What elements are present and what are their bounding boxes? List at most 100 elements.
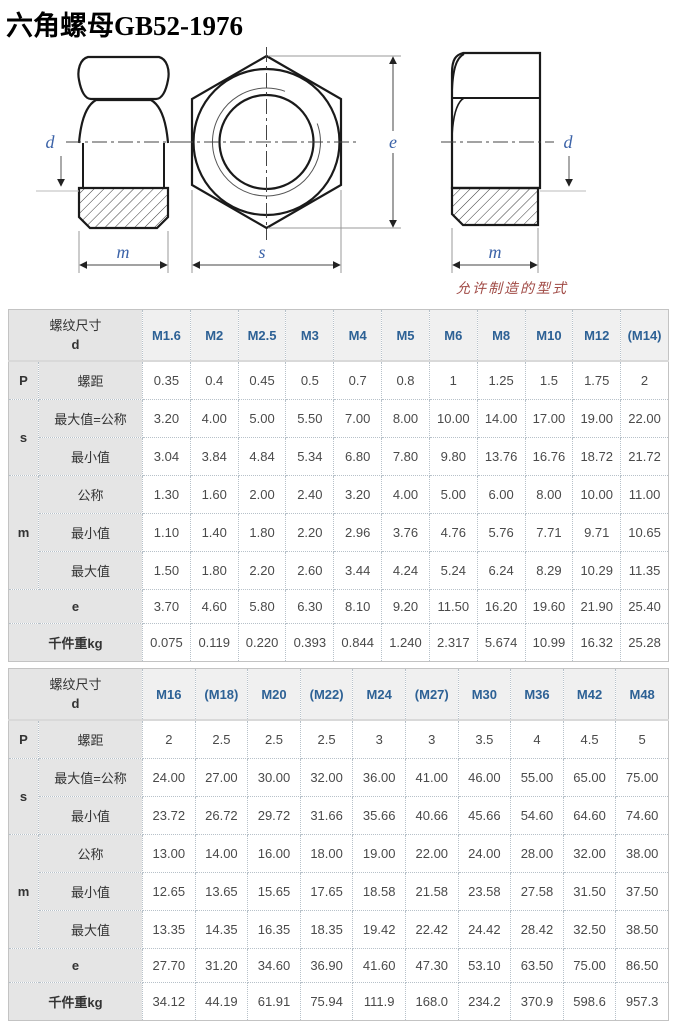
spec-value-cell: 13.00 <box>142 834 196 873</box>
row-label: 最大值=公称 <box>37 399 144 438</box>
spec-value-cell: 23.72 <box>142 796 196 835</box>
spec-value-cell: 2.5 <box>299 719 354 759</box>
spec-value-cell: 0.4 <box>189 360 239 400</box>
spec-value-cell: 32.50 <box>562 910 617 949</box>
spec-page: 六角螺母GB52-1976 <box>0 4 680 1021</box>
spec-value-cell: 1.75 <box>572 360 622 400</box>
row-label: 最小值 <box>37 437 144 476</box>
dim-label-m-left: m <box>117 242 130 262</box>
front-view-drawing: s e <box>178 47 401 273</box>
spec-value-cell: 111.9 <box>352 982 406 1021</box>
section-hatch-left <box>77 186 170 230</box>
spec-value-cell: 19.42 <box>352 910 406 949</box>
spec-value-cell: 9.71 <box>572 513 622 552</box>
spec-value-cell: 54.60 <box>510 796 564 835</box>
spec-value-cell: 10.00 <box>428 399 478 438</box>
table-row: e 27.70 31.20 34.60 36.90 41.60 47.30 53.10 63.5… <box>7 948 669 983</box>
spec-value-cell: 9.80 <box>428 437 478 476</box>
spec-value-cell: 29.72 <box>247 796 301 835</box>
header-row: 螺纹尺寸 d M16 (M18) M20 (M22) M24 (M27) M30 M36 M42 M4… <box>7 668 669 721</box>
spec-value-cell: 1 <box>428 360 478 400</box>
spec-value-cell: 5.50 <box>285 399 335 438</box>
spec-table-small-sizes: 螺纹尺寸 d M1.6 M2 M2.5 M3 M4 M5 M6 M8 M10 M12 (M14) P 螺距 0… <box>7 309 669 662</box>
spec-value-cell: 46.00 <box>457 758 512 797</box>
spec-value-cell: 6.30 <box>285 589 335 624</box>
nut-drawing-svg: d m s <box>36 47 586 297</box>
spec-value-cell: 19.60 <box>524 589 574 624</box>
spec-value-cell: 5.674 <box>476 623 526 662</box>
column-header: M8 <box>476 309 526 362</box>
spec-value-cell: 3.84 <box>189 437 239 476</box>
spec-value-cell: 1.30 <box>142 475 191 514</box>
row-label: 最小值 <box>37 796 144 835</box>
column-header: M2 <box>189 309 239 362</box>
spec-value-cell: 168.0 <box>404 982 459 1021</box>
spec-value-cell: 3.70 <box>142 589 191 624</box>
spec-value-cell: 31.66 <box>299 796 354 835</box>
spec-value-cell: 31.50 <box>562 872 617 911</box>
row-label: 螺距 <box>37 360 144 400</box>
dim-label-m-right: m <box>489 242 502 262</box>
spec-value-cell: 2.5 <box>194 719 249 759</box>
spec-value-cell: 14.00 <box>194 834 249 873</box>
column-header: M5 <box>381 309 430 362</box>
spec-value-cell: 18.72 <box>572 437 622 476</box>
spec-value-cell: 8.29 <box>524 551 574 590</box>
page-title: 六角螺母GB52-1976 <box>6 11 244 41</box>
spec-value-cell: 86.50 <box>615 948 669 983</box>
spec-value-cell: 7.71 <box>524 513 574 552</box>
spec-value-cell: 75.94 <box>299 982 354 1021</box>
spec-value-cell: 41.00 <box>404 758 459 797</box>
technical-drawing: d m s <box>0 45 680 303</box>
table-row: m 公称 13.00 14.00 16.00 18.00 19.00 22.00 24.00 28… <box>8 834 669 949</box>
nut-crown-outline <box>77 55 170 101</box>
spec-value-cell: 10.00 <box>572 475 622 514</box>
spec-value-cell: 24.42 <box>457 910 512 949</box>
row-group-label: P <box>8 719 39 759</box>
spec-value-cell: 2.20 <box>237 551 287 590</box>
spec-value-cell: 2.00 <box>237 475 287 514</box>
spec-value-cell: 34.12 <box>142 982 196 1021</box>
spec-value-cell: 16.20 <box>476 589 526 624</box>
spec-value-cell: 16.35 <box>247 910 301 949</box>
spec-value-cell: 0.393 <box>285 623 335 662</box>
spec-table-large-sizes: 螺纹尺寸 d M16 (M18) M20 (M22) M24 (M27) M30 M36 M42 M4… <box>7 668 669 1021</box>
spec-value-cell: 0.7 <box>333 360 383 400</box>
spec-value-cell: 64.60 <box>562 796 617 835</box>
spec-value-cell: 16.76 <box>524 437 574 476</box>
thread-size-corner-header: 螺纹尺寸 d <box>7 668 144 721</box>
spec-value-cell: 16.00 <box>247 834 301 873</box>
table-row: 最小值 1.10 1.40 1.80 2.20 2.96 3.76 4.76 5.76 7.71 9… <box>9 513 669 552</box>
spec-value-cell: 13.76 <box>476 437 526 476</box>
table-row: P 螺距 2 2.5 2.5 2.5 3 3 3.5 4 4.5 5 <box>8 719 669 759</box>
spec-value-cell: 9.20 <box>381 589 430 624</box>
table-row: 最小值 12.65 13.65 15.65 17.65 18.58 21.58 23.58 27… <box>9 872 669 911</box>
column-header: M1.6 <box>142 309 191 362</box>
spec-value-cell: 10.29 <box>572 551 622 590</box>
spec-value-cell: 4.84 <box>237 437 287 476</box>
nut-chamfer-curves <box>77 98 170 144</box>
spec-value-cell: 18.58 <box>352 872 406 911</box>
spec-value-cell: 8.00 <box>524 475 574 514</box>
spec-value-cell: 11.00 <box>620 475 669 514</box>
spec-value-cell: 11.50 <box>428 589 478 624</box>
spec-value-cell: 19.00 <box>572 399 622 438</box>
alt-nut-outline <box>450 51 542 190</box>
spec-value-cell: 1.60 <box>189 475 239 514</box>
spec-value-cell: 1.240 <box>381 623 430 662</box>
spec-value-cell: 15.65 <box>247 872 301 911</box>
spec-value-cell: 63.50 <box>510 948 564 983</box>
spec-value-cell: 22.00 <box>620 399 669 438</box>
spec-value-cell: 2 <box>142 719 196 759</box>
spec-value-cell: 21.72 <box>620 437 669 476</box>
row-label: 最大值=公称 <box>37 758 144 797</box>
spec-value-cell: 75.00 <box>615 758 669 797</box>
column-header: M16 <box>142 668 196 721</box>
spec-value-cell: 2 <box>620 360 669 400</box>
dim-label-s: s <box>258 242 265 262</box>
row-label: 最小值 <box>37 872 144 911</box>
spec-value-cell: 1.80 <box>237 513 287 552</box>
column-header: M3 <box>285 309 335 362</box>
spec-value-cell: 10.99 <box>524 623 574 662</box>
spec-value-cell: 25.40 <box>620 589 669 624</box>
